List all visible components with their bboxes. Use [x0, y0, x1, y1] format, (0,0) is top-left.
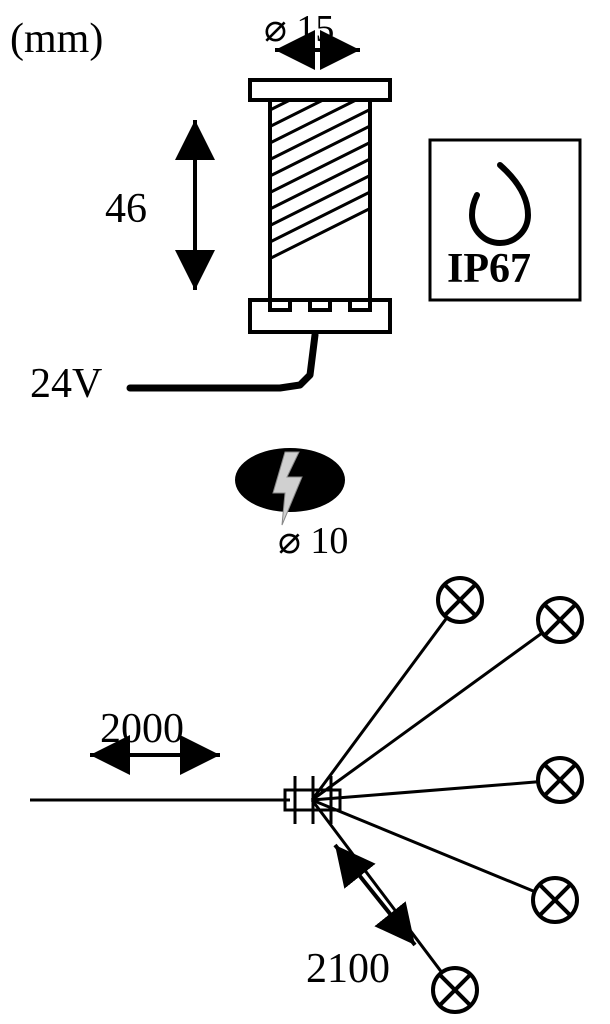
unit-label: (mm): [10, 15, 103, 63]
cable-main-label: 2000: [100, 705, 184, 753]
cable-branch-label: 2100: [306, 945, 390, 993]
diagram-svg: [0, 0, 610, 1024]
height-label: 46: [105, 185, 147, 233]
ip-rating-label: IP67: [447, 245, 531, 293]
drill-diameter-label: ⌀ 10: [278, 518, 348, 563]
diameter-top-label: ⌀ 15: [264, 6, 334, 51]
voltage-label: 24V: [30, 360, 102, 408]
